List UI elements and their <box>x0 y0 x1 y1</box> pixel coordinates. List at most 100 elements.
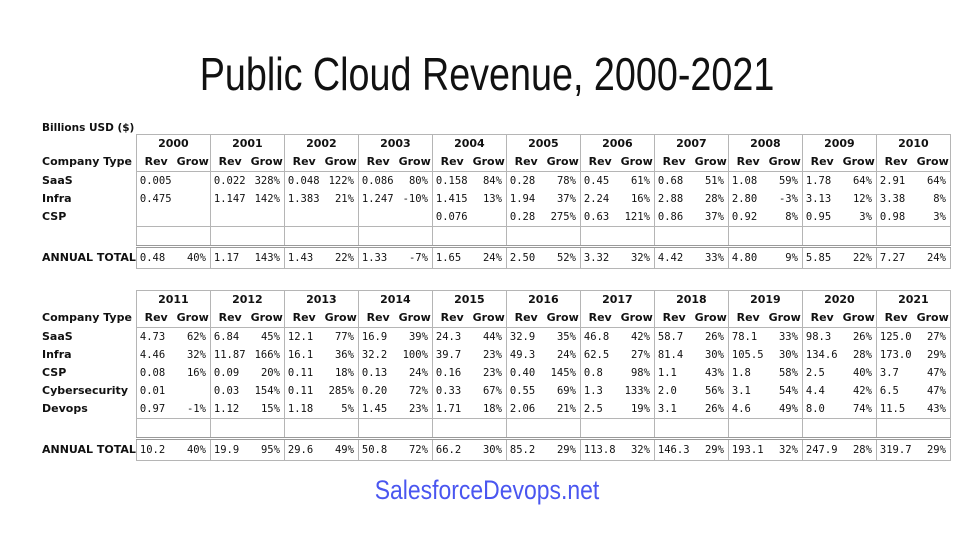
rev-cell: 0.08 <box>135 364 176 382</box>
grow-column-header: Grow <box>397 309 433 328</box>
rev-cell: 32.9 <box>505 327 546 346</box>
grow-cell: 20% <box>249 364 285 382</box>
grow-cell: 43% <box>915 400 951 419</box>
year-header: 2013 <box>283 290 359 309</box>
page-title: Public Cloud Revenue, 2000-2021 <box>199 48 775 100</box>
grow-cell: 23% <box>471 346 507 364</box>
grow-column-header: Grow <box>693 153 729 172</box>
grow-cell: 19% <box>619 400 655 419</box>
grow-cell: 37% <box>545 190 581 208</box>
rev-cell: 0.40 <box>505 364 546 382</box>
grow-column-header: Grow <box>397 153 433 172</box>
grow-cell: 3% <box>915 208 951 227</box>
spacer-cell <box>209 226 250 248</box>
spacer-cell <box>579 226 620 248</box>
grow-cell: 56% <box>693 382 729 400</box>
grow-cell <box>397 208 433 227</box>
year-header: 2008 <box>727 134 803 153</box>
total-rev-cell: 4.42 <box>653 246 694 269</box>
grow-cell: 285% <box>323 382 359 400</box>
spacer-cell <box>767 226 803 248</box>
total-grow-cell: 49% <box>323 438 359 461</box>
rev-cell: 2.5 <box>579 400 620 419</box>
year-header: 2015 <box>431 290 507 309</box>
rev-cell: 0.86 <box>653 208 694 227</box>
grow-column-header: Grow <box>619 309 655 328</box>
year-header: 2000 <box>135 134 211 153</box>
rev-cell: 3.7 <box>875 364 916 382</box>
total-grow-cell: 95% <box>249 438 285 461</box>
rev-cell: 1.415 <box>431 190 472 208</box>
rev-column-header: Rev <box>283 153 324 172</box>
grow-cell: 275% <box>545 208 581 227</box>
annual-total-row: ANNUAL TOTAL 10.2 40% 19.9 95% 29.6 49% 50.8 72%… <box>40 438 951 461</box>
grow-cell: 40% <box>841 364 877 382</box>
grow-cell <box>175 171 211 190</box>
rev-cell: 81.4 <box>653 346 694 364</box>
grow-cell <box>175 208 211 227</box>
grow-column-header: Grow <box>619 153 655 172</box>
spacer-cell <box>283 226 324 248</box>
spacer-cell <box>727 226 768 248</box>
spacer-cell <box>693 226 729 248</box>
rev-cell: 0.8 <box>579 364 620 382</box>
rev-cell: 4.4 <box>801 382 842 400</box>
grow-column-header: Grow <box>471 309 507 328</box>
grow-cell: 21% <box>545 400 581 419</box>
rev-cell: 0.048 <box>283 171 324 190</box>
total-grow-cell: 24% <box>915 246 951 269</box>
spacer-cell <box>397 226 433 248</box>
grow-column-header: Grow <box>249 153 285 172</box>
rev-cell: 4.46 <box>135 346 176 364</box>
total-grow-cell: 72% <box>397 438 433 461</box>
rev-cell: 1.18 <box>283 400 324 419</box>
row-label: SaaS <box>42 173 73 187</box>
grow-cell: 64% <box>841 171 877 190</box>
rev-cell: 0.158 <box>431 171 472 190</box>
total-rev-cell: 1.33 <box>357 246 398 269</box>
spacer-cell <box>653 418 694 440</box>
rev-column-header: Rev <box>505 153 546 172</box>
table-row: SaaS 4.73 62% 6.84 45% 12.1 77% 16.9 39% 24.3 44% 3… <box>40 327 951 346</box>
rev-cell: 78.1 <box>727 327 768 346</box>
total-rev-cell: 2.50 <box>505 246 546 269</box>
grow-cell: 72% <box>397 382 433 400</box>
grow-cell: 145% <box>545 364 581 382</box>
year-header: 2009 <box>801 134 877 153</box>
grow-cell <box>471 208 507 227</box>
grow-cell: 44% <box>471 327 507 346</box>
grow-cell: 67% <box>471 382 507 400</box>
rev-cell: 0.11 <box>283 364 324 382</box>
rev-cell <box>135 208 176 227</box>
year-header: 2004 <box>431 134 507 153</box>
grow-cell: 122% <box>323 171 359 190</box>
rev-column-header: Rev <box>579 153 620 172</box>
rev-column-header: Rev <box>727 309 768 328</box>
grow-cell: 8% <box>767 208 803 227</box>
total-rev-cell: 85.2 <box>505 438 546 461</box>
rev-cell: 1.383 <box>283 190 324 208</box>
grow-cell: 18% <box>323 364 359 382</box>
rev-column-header: Rev <box>505 309 546 328</box>
rev-cell: 0.20 <box>357 382 398 400</box>
rev-cell: 1.94 <box>505 190 546 208</box>
site-footer-link[interactable]: SalesforceDevops.net <box>374 475 600 505</box>
annual-total-label: ANNUAL TOTAL <box>42 250 136 264</box>
grow-column-header: Grow <box>841 153 877 172</box>
spacer-cell <box>249 226 285 248</box>
rev-cell <box>283 208 324 227</box>
grow-cell: 39% <box>397 327 433 346</box>
rev-cell: 0.086 <box>357 171 398 190</box>
grow-cell: 36% <box>323 346 359 364</box>
rev-column-header: Rev <box>135 153 176 172</box>
grow-cell: 80% <box>397 171 433 190</box>
rev-cell: 105.5 <box>727 346 768 364</box>
grow-cell: 12% <box>841 190 877 208</box>
grow-cell: 43% <box>693 364 729 382</box>
rev-column-header: Rev <box>135 309 176 328</box>
grow-cell: 28% <box>693 190 729 208</box>
grow-cell: 27% <box>619 346 655 364</box>
table-row: Infra 0.475 1.147 142% 1.383 21% 1.247 -10% 1.41… <box>40 190 951 208</box>
rev-cell: 2.06 <box>505 400 546 419</box>
rev-cell: 0.01 <box>135 382 176 400</box>
